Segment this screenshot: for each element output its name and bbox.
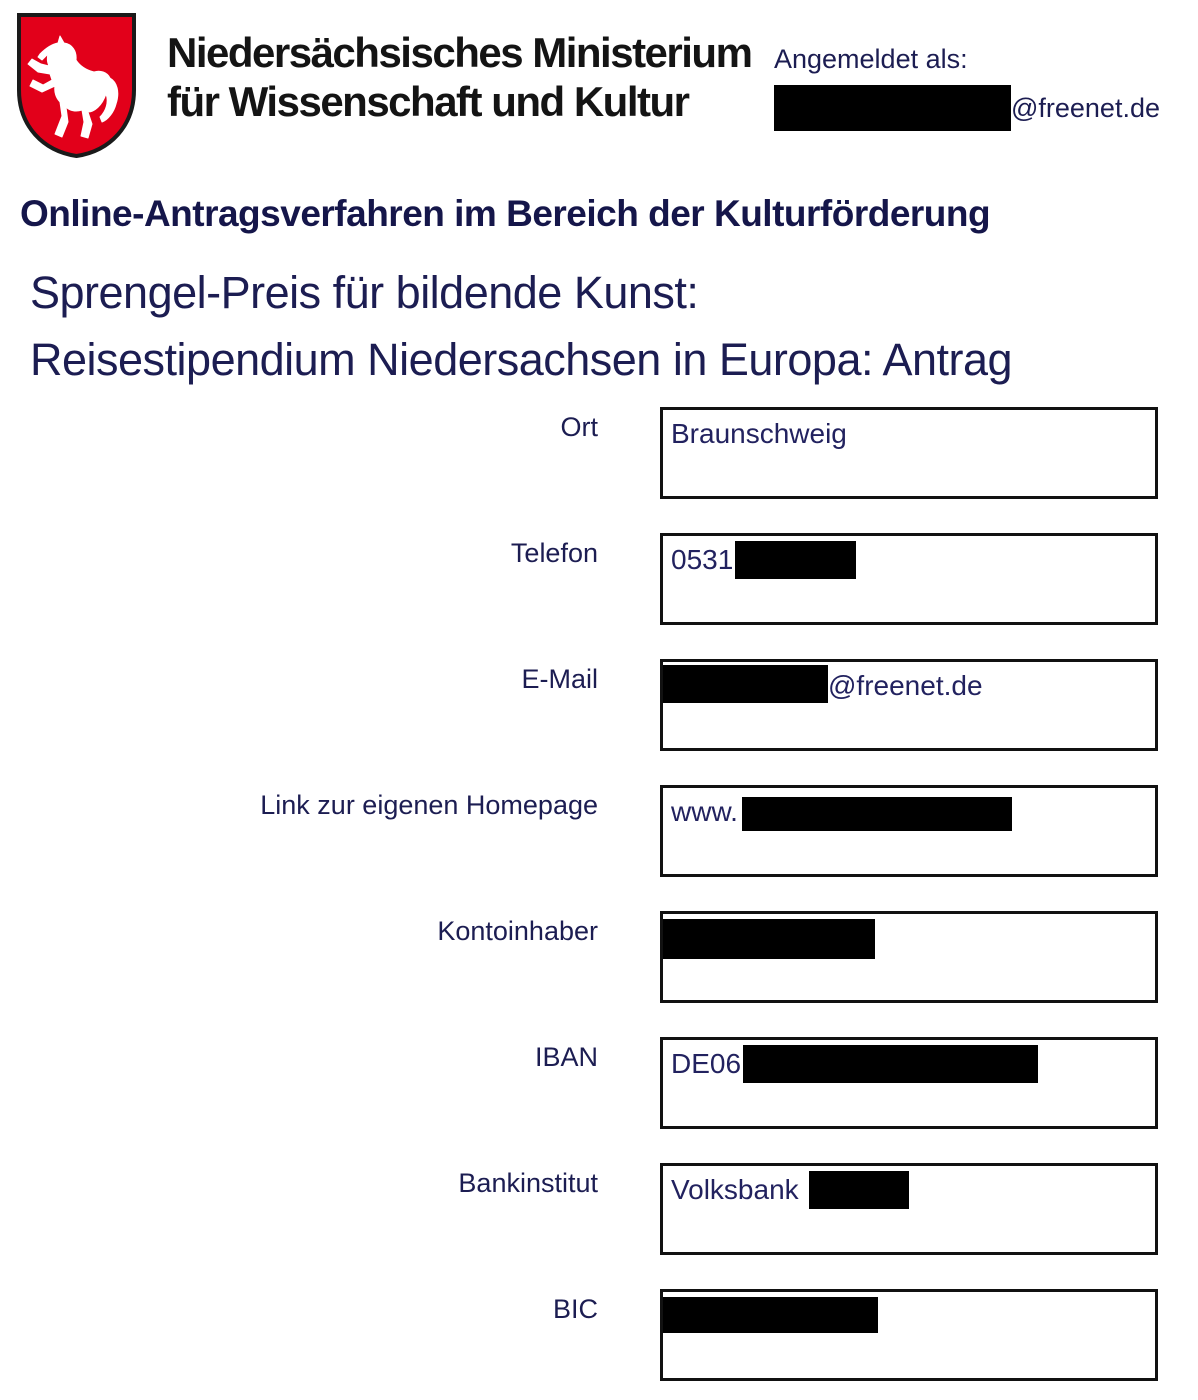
input-value: @freenet.de [828, 670, 983, 701]
page-subtitle: Sprengel-Preis für bildende Kunst: Reise… [30, 259, 1198, 393]
redaction-box [663, 919, 875, 959]
ministry-name-line1: Niedersächsisches Ministerium [167, 29, 753, 76]
iban-label: IBAN [534, 1042, 598, 1072]
redaction-box [743, 1045, 1039, 1083]
form-row-telefon: Telefon 0531 [0, 533, 1198, 625]
login-email: @freenet.de [773, 85, 1160, 131]
homepage-input[interactable]: www. [660, 785, 1158, 877]
kontoinhaber-input[interactable] [660, 911, 1158, 1003]
email-label: E-Mail [521, 664, 598, 694]
input-value: DE06 [671, 1048, 742, 1079]
redaction-box [663, 665, 828, 703]
input-value: www. [671, 796, 738, 827]
page-subtitle-line2: Reisestipendium Niedersachsen in Europa:… [30, 334, 1013, 385]
telefon-label: Telefon [510, 538, 598, 568]
form-row-iban: IBAN DE06 [0, 1037, 1198, 1129]
form-row-kontoinhaber: Kontoinhaber [0, 911, 1198, 1003]
bankinstitut-label: Bankinstitut [458, 1168, 598, 1198]
redaction-box [773, 85, 1011, 131]
application-form: Ort Braunschweig Telefon 0531 E-Mail @fr… [0, 407, 1198, 1381]
redaction-box [663, 1297, 878, 1333]
iban-input[interactable]: DE06 [660, 1037, 1158, 1129]
ministry-name: Niedersächsisches Ministerium für Wissen… [167, 28, 753, 126]
white-horse-icon [27, 35, 119, 139]
login-email-suffix: @freenet.de [1010, 92, 1160, 123]
page-subtitle-line1: Sprengel-Preis für bildende Kunst: [30, 267, 699, 318]
form-row-homepage: Link zur eigenen Homepage www. [0, 785, 1198, 877]
bankinstitut-input[interactable]: Volksbank [660, 1163, 1158, 1255]
kontoinhaber-label: Kontoinhaber [437, 916, 598, 946]
login-status: Angemeldet als: @freenet.de [773, 44, 1160, 131]
ort-label: Ort [560, 412, 599, 442]
bic-label: BIC [552, 1294, 598, 1324]
login-label: Angemeldet als: [773, 44, 968, 74]
form-row-bic: BIC [0, 1289, 1198, 1381]
input-value: 0531 [671, 544, 734, 575]
redaction-box [808, 1171, 909, 1209]
bic-input[interactable] [660, 1289, 1158, 1381]
input-value: Braunschweig [671, 418, 847, 449]
lower-saxony-coat-of-arms-icon [17, 13, 136, 159]
email-input[interactable]: @freenet.de [660, 659, 1158, 751]
telefon-input[interactable]: 0531 [660, 533, 1158, 625]
ministry-name-line2: für Wissenschaft und Kultur [167, 78, 690, 125]
page-title: Online-Antragsverfahren im Bereich der K… [20, 193, 991, 234]
page-header: Niedersächsisches Ministerium für Wissen… [0, 0, 1198, 159]
homepage-label: Link zur eigenen Homepage [260, 790, 598, 820]
form-row-bankinstitut: Bankinstitut Volksbank [0, 1163, 1198, 1255]
form-row-ort: Ort Braunschweig [0, 407, 1198, 499]
redaction-box [741, 797, 1012, 831]
input-value: Volksbank [671, 1174, 799, 1205]
form-row-email: E-Mail @freenet.de [0, 659, 1198, 751]
redaction-box [735, 541, 857, 579]
ort-input[interactable]: Braunschweig [660, 407, 1158, 499]
